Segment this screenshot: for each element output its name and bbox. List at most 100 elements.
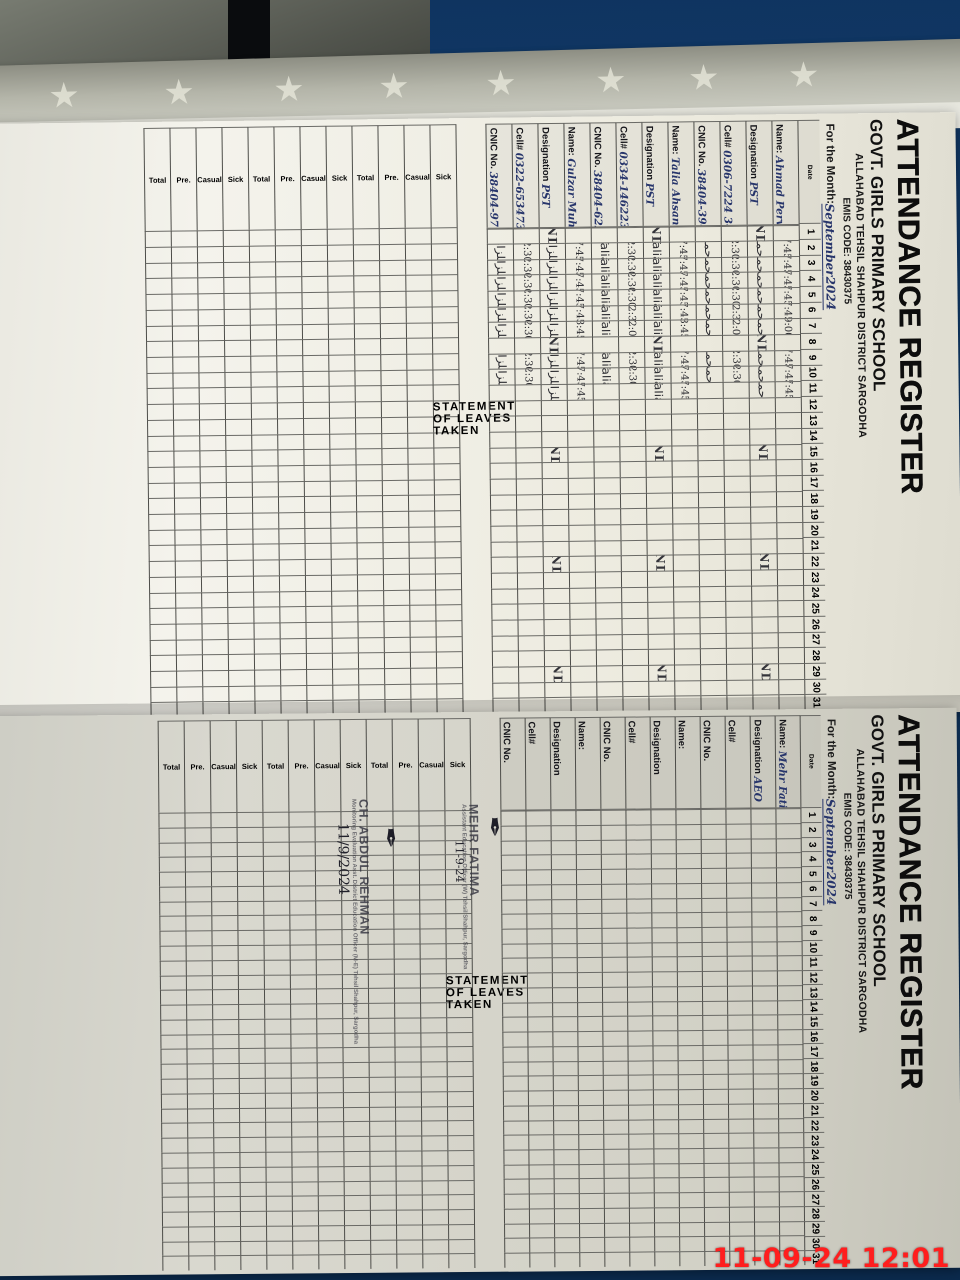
attendance-cell[interactable]	[593, 477, 620, 494]
leave-cell[interactable]	[300, 244, 328, 261]
leave-cell[interactable]	[330, 527, 357, 544]
leave-cell[interactable]	[395, 1194, 422, 1210]
leave-cell[interactable]	[384, 667, 411, 684]
attendance-cell[interactable]	[552, 1016, 578, 1032]
leave-cell[interactable]	[431, 306, 458, 323]
leave-cell[interactable]	[146, 372, 173, 389]
attendance-cell[interactable]	[577, 1001, 603, 1017]
attendance-cell[interactable]	[575, 854, 601, 870]
attendance-cell[interactable]	[602, 1104, 629, 1120]
attendance-cell[interactable]	[777, 1029, 803, 1045]
leave-cell[interactable]	[288, 811, 315, 827]
leave-cell[interactable]	[315, 958, 342, 974]
leave-cell[interactable]	[289, 973, 316, 989]
leave-cell[interactable]	[172, 340, 199, 357]
leave-cell[interactable]	[263, 885, 290, 901]
leave-cell[interactable]	[354, 401, 381, 418]
leave-cell[interactable]	[381, 448, 408, 465]
leave-cell[interactable]	[405, 274, 432, 291]
attendance-cell[interactable]	[600, 839, 626, 855]
attendance-cell[interactable]: SUNDAY	[541, 446, 568, 463]
attendance-cell[interactable]	[540, 415, 568, 432]
leave-cell[interactable]	[292, 1254, 319, 1270]
leave-cell[interactable]	[213, 1137, 240, 1153]
leave-cell[interactable]	[421, 1120, 448, 1136]
leave-cell[interactable]	[368, 1047, 395, 1063]
leave-cell[interactable]	[436, 682, 463, 699]
leave-cell[interactable]	[447, 1149, 474, 1165]
leave-cell[interactable]	[446, 1090, 473, 1106]
attendance-cell[interactable]: گلزار	[539, 258, 566, 275]
attendance-cell[interactable]: Talia	[591, 258, 618, 274]
leave-cell[interactable]	[264, 1092, 291, 1108]
leave-cell[interactable]	[343, 1195, 370, 1211]
leave-cell[interactable]	[303, 496, 331, 513]
leave-cell[interactable]	[186, 1048, 213, 1064]
leave-cell[interactable]	[343, 1165, 370, 1181]
attendance-cell[interactable]	[702, 1103, 729, 1119]
leave-cell[interactable]	[379, 322, 407, 339]
leave-cell[interactable]	[393, 899, 420, 915]
leave-cell[interactable]	[344, 1239, 371, 1255]
attendance-cell[interactable]	[775, 822, 801, 838]
attendance-cell[interactable]	[750, 537, 777, 554]
leave-cell[interactable]	[290, 1106, 318, 1122]
attendance-cell[interactable]	[528, 1178, 554, 1194]
leave-cell[interactable]	[420, 1105, 448, 1121]
attendance-cell[interactable]: 7:45	[774, 365, 801, 382]
attendance-cell[interactable]	[753, 1117, 779, 1133]
leave-cell[interactable]	[419, 987, 447, 1003]
leave-cell[interactable]	[171, 293, 198, 310]
attendance-cell[interactable]: گلزار	[540, 383, 567, 400]
leave-cell[interactable]	[278, 527, 305, 544]
attendance-cell[interactable]	[568, 571, 596, 588]
leave-cell[interactable]	[326, 228, 353, 245]
leave-cell[interactable]	[186, 1063, 213, 1079]
attendance-cell[interactable]: SUNDAY	[645, 445, 672, 462]
leave-cell[interactable]	[392, 854, 419, 870]
leave-cell[interactable]	[162, 1255, 189, 1271]
attendance-cell[interactable]	[650, 853, 676, 869]
attendance-cell[interactable]: 12:00	[721, 319, 749, 336]
leave-cell[interactable]	[237, 930, 264, 946]
attendance-cell[interactable]	[678, 1177, 704, 1193]
attendance-cell[interactable]	[750, 852, 776, 868]
leave-cell[interactable]	[369, 1150, 396, 1166]
leave-cell[interactable]	[420, 1076, 447, 1092]
leave-cell[interactable]	[239, 1166, 266, 1182]
leave-cell[interactable]	[172, 403, 199, 420]
attendance-cell[interactable]	[594, 571, 622, 588]
attendance-cell[interactable]	[727, 1000, 753, 1016]
attendance-cell[interactable]: احمد	[747, 256, 774, 273]
leave-cell[interactable]	[277, 480, 304, 497]
leave-cell[interactable]	[250, 371, 277, 388]
leave-cell[interactable]	[278, 559, 305, 576]
leave-cell[interactable]	[147, 482, 174, 499]
leave-cell[interactable]	[224, 371, 251, 388]
leave-cell[interactable]	[406, 353, 433, 370]
attendance-cell[interactable]	[626, 883, 652, 899]
attendance-cell[interactable]	[698, 569, 726, 586]
attendance-cell[interactable]	[702, 1044, 728, 1060]
leave-cell[interactable]	[433, 447, 460, 464]
attendance-cell[interactable]	[552, 1001, 578, 1017]
attendance-cell[interactable]	[728, 1162, 754, 1178]
leave-cell[interactable]	[383, 605, 410, 622]
attendance-cell[interactable]	[627, 1104, 654, 1120]
attendance-cell[interactable]: SUNDAY	[750, 553, 777, 570]
attendance-cell[interactable]	[753, 1132, 779, 1148]
attendance-cell[interactable]	[594, 539, 621, 556]
leave-cell[interactable]	[266, 1254, 293, 1271]
leave-cell[interactable]	[327, 260, 354, 277]
attendance-cell[interactable]	[576, 942, 602, 958]
leave-cell[interactable]	[409, 604, 436, 621]
leave-cell[interactable]	[172, 356, 199, 373]
attendance-cell[interactable]: SUNDAY	[746, 224, 773, 241]
leave-cell[interactable]	[369, 1165, 396, 1181]
leave-cell[interactable]	[327, 323, 355, 340]
leave-cell[interactable]	[357, 605, 384, 622]
leave-cell[interactable]	[237, 959, 264, 975]
attendance-cell[interactable]	[501, 884, 527, 900]
attendance-cell[interactable]	[779, 1220, 805, 1236]
leave-cell[interactable]	[250, 355, 277, 372]
